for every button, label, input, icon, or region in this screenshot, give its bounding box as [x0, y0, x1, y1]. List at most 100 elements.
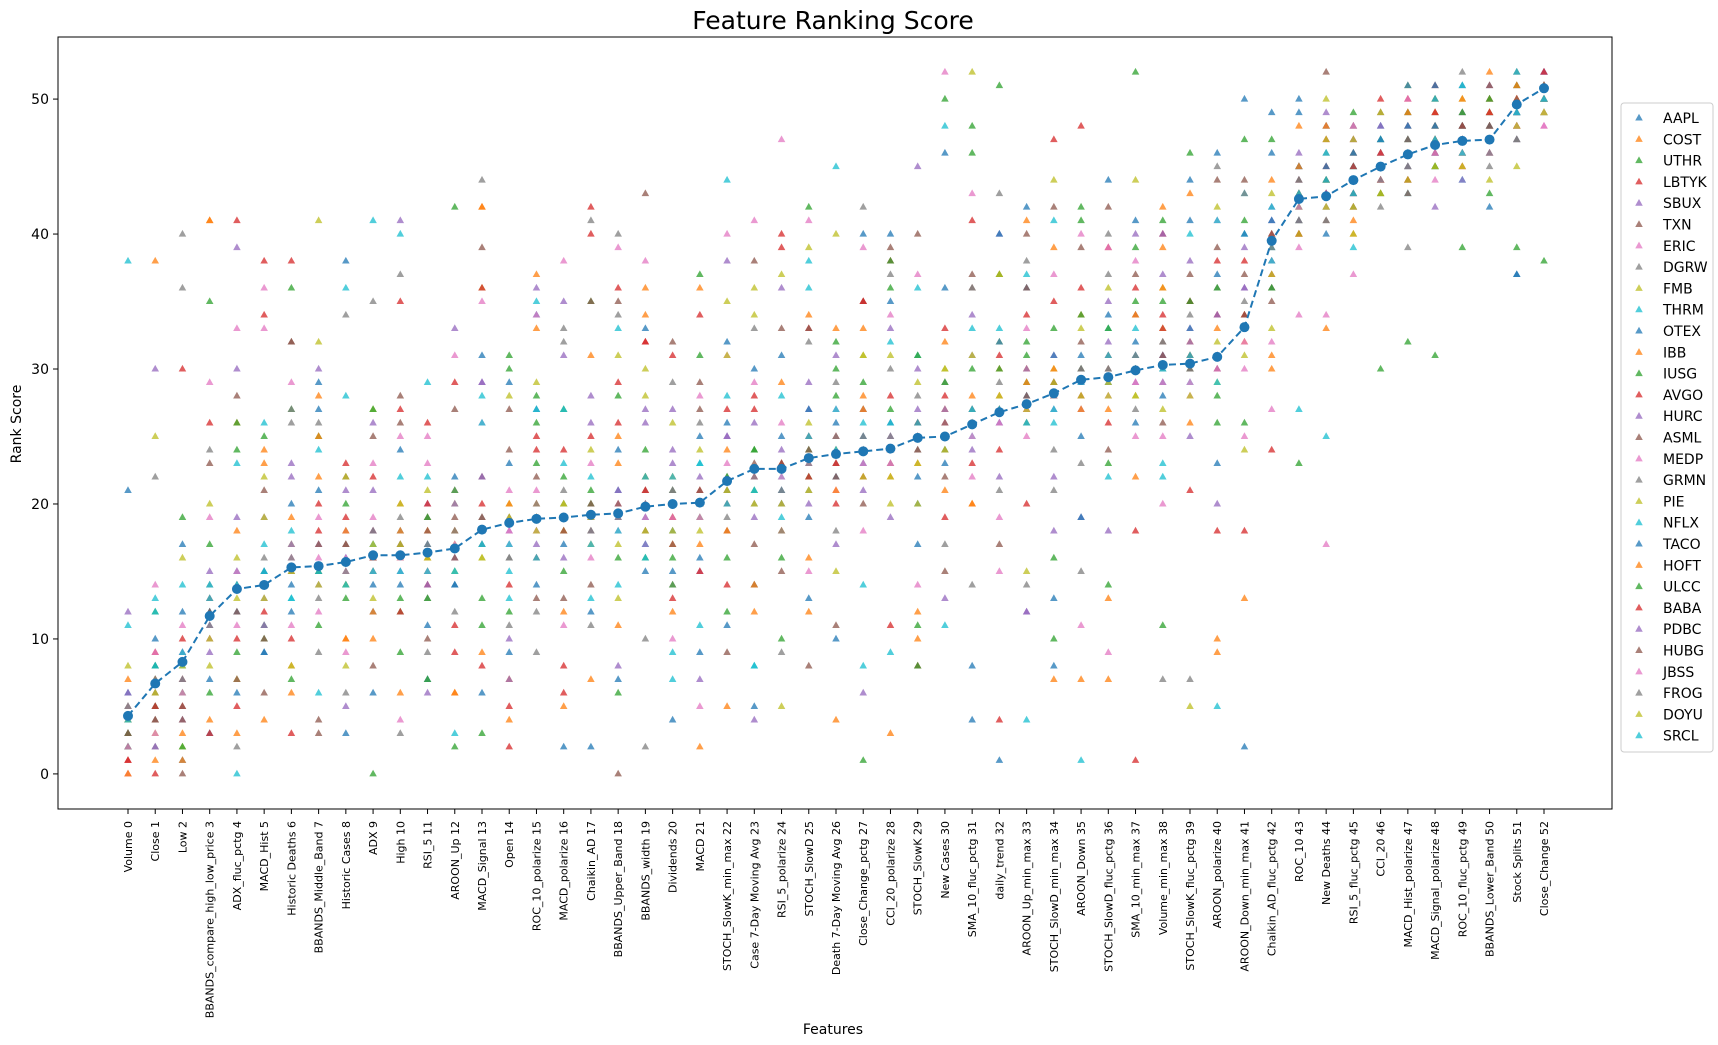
data-point	[396, 499, 405, 507]
data-point	[723, 621, 731, 628]
data-point	[559, 256, 568, 264]
data-point	[614, 391, 622, 399]
x-tick-label: Historic Deaths 6	[285, 821, 298, 916]
data-point	[505, 715, 514, 723]
legend-marker	[1635, 177, 1643, 185]
data-point	[205, 661, 214, 669]
data-point	[532, 432, 541, 440]
data-point	[1404, 81, 1412, 89]
data-point	[587, 742, 595, 750]
data-point	[260, 594, 268, 601]
data-point	[696, 378, 704, 386]
data-point	[178, 742, 187, 750]
mean-score-marker	[1348, 175, 1359, 186]
data-point	[750, 580, 759, 588]
data-point	[777, 243, 786, 251]
data-point	[1186, 216, 1194, 224]
data-point	[668, 580, 677, 588]
data-point	[1404, 94, 1412, 102]
x-tick-label: AROON_Up 12	[449, 821, 462, 900]
data-point	[450, 324, 459, 332]
data-point	[233, 729, 241, 736]
data-point	[1186, 391, 1194, 399]
data-point	[1104, 351, 1113, 359]
plot-area	[123, 67, 1549, 777]
mean-score-marker	[722, 476, 733, 487]
data-point	[559, 621, 568, 628]
data-point	[968, 499, 976, 507]
x-tick-label: MACD_Signal_polarize 48	[1429, 821, 1442, 960]
data-point	[804, 472, 813, 480]
data-point	[423, 580, 432, 588]
data-point	[260, 607, 268, 615]
data-point	[314, 391, 323, 399]
data-point	[1131, 216, 1140, 224]
data-point	[614, 432, 622, 440]
data-point	[450, 472, 459, 480]
data-point	[1022, 324, 1031, 332]
data-point	[1104, 418, 1113, 426]
data-point	[423, 540, 432, 547]
data-point	[804, 553, 813, 561]
data-point	[205, 418, 214, 426]
data-point	[1158, 229, 1167, 237]
data-point	[696, 486, 704, 494]
data-point	[1431, 162, 1439, 170]
legend-marker	[1635, 390, 1643, 398]
legend-label: SRCL	[1663, 729, 1699, 745]
legend-marker	[1635, 625, 1643, 632]
data-point	[668, 486, 677, 494]
x-tick-label: AROON_Up_min_max 33	[1021, 821, 1034, 955]
data-point	[777, 270, 786, 278]
data-point	[314, 472, 323, 480]
data-point	[859, 202, 868, 210]
data-point	[1458, 175, 1467, 183]
data-point	[641, 283, 650, 291]
data-point	[1186, 337, 1194, 345]
data-point	[478, 648, 486, 655]
data-point	[941, 540, 949, 547]
data-point	[505, 594, 514, 601]
data-point	[233, 675, 241, 682]
x-tick-label: SMA_10_min_max 37	[1130, 821, 1143, 938]
data-point	[968, 472, 976, 480]
data-point	[1213, 148, 1222, 156]
data-point	[804, 216, 813, 224]
x-tick-label: BBANDS_Middle_Band 7	[313, 821, 326, 953]
data-point	[1050, 297, 1058, 305]
data-point	[968, 121, 976, 129]
data-point	[1240, 216, 1249, 224]
data-point	[314, 715, 323, 723]
data-point	[1022, 580, 1031, 588]
data-point	[1322, 121, 1330, 129]
data-point	[696, 702, 704, 709]
data-point	[1267, 445, 1276, 453]
data-point	[369, 459, 377, 467]
data-point	[804, 324, 813, 332]
legend-marker	[1635, 561, 1643, 568]
data-point	[886, 459, 895, 467]
data-point	[178, 715, 187, 723]
data-point	[1213, 634, 1222, 642]
data-point	[668, 472, 677, 480]
data-point	[1376, 148, 1385, 156]
data-point	[124, 607, 132, 615]
data-point	[668, 594, 677, 601]
data-point	[832, 229, 840, 237]
data-point	[696, 675, 704, 682]
data-point	[968, 432, 976, 440]
mean-score-marker	[667, 498, 678, 509]
series-ibb	[124, 94, 1548, 763]
data-point	[859, 459, 868, 467]
mean-score-marker	[1185, 358, 1195, 369]
data-point	[1104, 459, 1113, 467]
data-point	[478, 283, 486, 291]
data-point	[151, 256, 160, 264]
data-point	[1458, 243, 1467, 251]
legend-marker	[1635, 454, 1643, 462]
data-point	[696, 742, 704, 750]
data-point	[1213, 337, 1222, 345]
series-avgo	[124, 81, 1548, 777]
data-point	[886, 499, 895, 507]
data-point	[995, 513, 1004, 520]
